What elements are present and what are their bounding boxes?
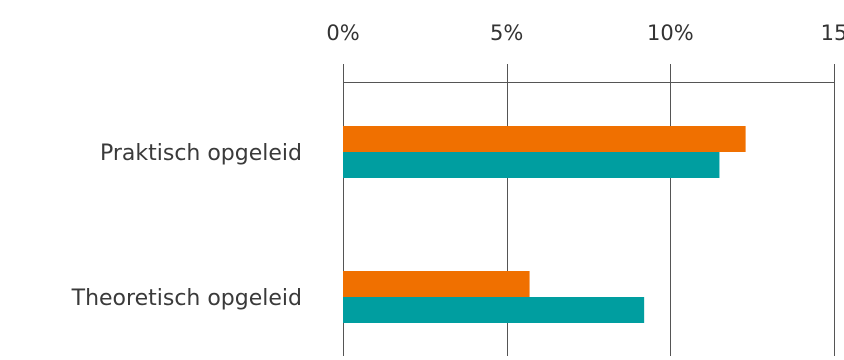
labels-layer: Praktisch opgeleid Theoretisch opgeleid (71, 141, 302, 311)
category-label-0: Praktisch opgeleid (100, 141, 302, 166)
bar-cat1-series1 (343, 297, 645, 323)
category-label-1: Theoretisch opgeleid (71, 286, 302, 311)
bar-cat1-series0 (343, 271, 530, 297)
bars-layer (343, 126, 746, 323)
bar-cat0-series1 (343, 152, 720, 178)
x-tick-label-0: 0% (326, 21, 359, 45)
x-tick-label-2: 10% (647, 21, 694, 45)
x-tick-label-3: 15 (821, 21, 844, 45)
bar-cat0-series0 (343, 126, 746, 152)
axis-layer: 0% 5% 10% 15 (326, 21, 844, 83)
x-tick-label-1: 5% (490, 21, 523, 45)
